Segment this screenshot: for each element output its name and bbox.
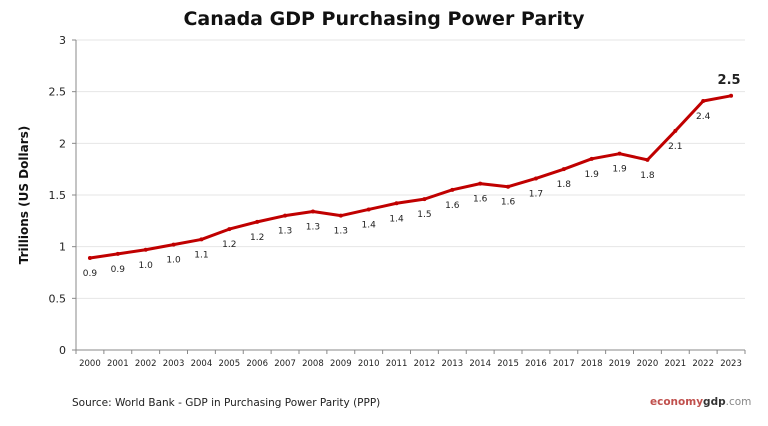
data-point — [255, 219, 260, 224]
data-point — [701, 98, 706, 103]
data-point — [171, 242, 176, 247]
data-label: 1.6 — [473, 195, 488, 205]
data-label: 2.4 — [696, 112, 711, 122]
x-tick-label: 2002 — [135, 359, 157, 369]
data-point — [310, 209, 315, 214]
data-label: 1.4 — [362, 220, 377, 230]
chart-title: Canada GDP Purchasing Power Parity — [183, 8, 585, 30]
data-label: 1.2 — [250, 233, 264, 243]
data-label: 1.6 — [501, 198, 516, 208]
y-axis-label: Trillions (US Dollars) — [17, 126, 31, 264]
data-point — [673, 128, 678, 133]
x-tick-label: 2018 — [581, 359, 603, 369]
x-tick-label: 2023 — [720, 359, 742, 369]
data-label: 1.0 — [166, 256, 181, 266]
x-tick-label: 2019 — [609, 359, 631, 369]
data-label: 1.8 — [640, 171, 655, 181]
data-point — [506, 184, 511, 189]
series-line — [89, 94, 732, 260]
data-point — [450, 187, 455, 192]
x-tick-label: 2001 — [107, 359, 129, 369]
data-label: 2.5 — [718, 73, 741, 88]
y-tick-label: 3 — [59, 34, 66, 47]
data-point — [199, 237, 204, 242]
y-tick-label: 2.5 — [49, 86, 67, 99]
data-point — [589, 156, 594, 161]
data-label: 0.9 — [83, 269, 98, 279]
x-tick-label: 2017 — [553, 359, 575, 369]
data-point — [422, 197, 427, 202]
y-tick-label: 1.5 — [49, 189, 67, 202]
data-label: 1.6 — [445, 201, 460, 211]
x-tick-label: 2013 — [441, 359, 463, 369]
y-tick-label: 0 — [59, 344, 66, 357]
x-tick-label: 2007 — [274, 359, 296, 369]
data-point — [533, 176, 538, 181]
data-label: 1.0 — [139, 261, 154, 271]
x-tick-label: 2000 — [79, 359, 101, 369]
x-tick-label: 2003 — [163, 359, 185, 369]
x-tick-label: 2004 — [191, 359, 213, 369]
data-label: 1.7 — [529, 189, 543, 199]
data-point — [283, 213, 288, 218]
data-label: 1.2 — [222, 240, 236, 250]
data-point — [729, 93, 734, 98]
x-tick-label: 2009 — [330, 359, 352, 369]
data-point — [115, 251, 120, 256]
data-label: 1.9 — [612, 165, 627, 175]
x-tick-label: 2010 — [358, 359, 380, 369]
data-label: 1.3 — [334, 227, 348, 237]
data-label: 1.3 — [306, 223, 320, 233]
data-point — [617, 151, 622, 156]
data-label: 1.1 — [194, 250, 208, 260]
data-point — [227, 227, 232, 232]
data-label: 1.9 — [585, 170, 600, 180]
data-point — [645, 157, 650, 162]
x-tick-label: 2021 — [664, 359, 686, 369]
y-tick-label: 2 — [59, 137, 66, 150]
x-tick-label: 2016 — [525, 359, 547, 369]
data-label: 1.4 — [389, 214, 404, 224]
x-tick-label: 2022 — [692, 359, 714, 369]
data-label: 0.9 — [111, 265, 126, 275]
x-tick-label: 2015 — [497, 359, 519, 369]
brand-logo: economygdp.com — [650, 396, 752, 408]
data-point — [394, 201, 399, 206]
source-note: Source: World Bank - GDP in Purchasing P… — [72, 397, 381, 409]
x-tick-label: 2011 — [386, 359, 408, 369]
data-point — [87, 256, 92, 261]
y-tick-label: 1 — [59, 241, 66, 254]
data-point — [561, 167, 566, 172]
x-tick-label: 2006 — [246, 359, 268, 369]
x-tick-label: 2014 — [469, 359, 491, 369]
data-point — [143, 247, 148, 252]
data-label: 1.3 — [278, 227, 292, 237]
data-label: 1.5 — [417, 210, 431, 220]
data-point — [478, 181, 483, 186]
y-tick-label: 0.5 — [49, 292, 67, 305]
x-tick-label: 2012 — [414, 359, 436, 369]
data-point — [338, 213, 343, 218]
x-tick-label: 2005 — [218, 359, 240, 369]
data-label: 2.1 — [668, 142, 682, 152]
x-tick-label: 2020 — [637, 359, 659, 369]
data-label: 1.8 — [557, 180, 572, 190]
data-point — [366, 207, 371, 212]
x-tick-label: 2008 — [302, 359, 324, 369]
